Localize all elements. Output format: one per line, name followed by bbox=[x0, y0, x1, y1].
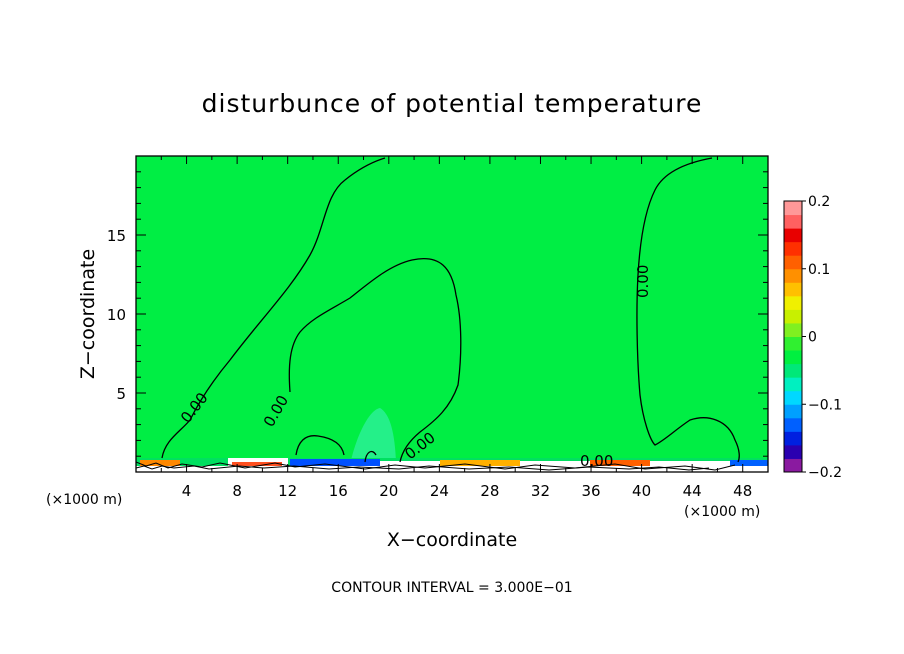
colorbar-swatch bbox=[784, 417, 802, 432]
y-tick-label: 10 bbox=[107, 306, 126, 324]
x-tick-label: 32 bbox=[531, 482, 550, 500]
x-tick-label: 8 bbox=[232, 482, 242, 500]
cyan-plume bbox=[350, 408, 396, 465]
colorbar-swatch bbox=[784, 282, 802, 297]
x-tick-label: 16 bbox=[329, 482, 348, 500]
colorbar-tick-label: 0.2 bbox=[808, 194, 830, 210]
colorbar-swatch bbox=[784, 228, 802, 243]
x-axis-ticks: 4 8 12 16 20 24 28 32 36 40 44 48 bbox=[160, 156, 752, 500]
colorbar-swatch bbox=[784, 268, 802, 283]
contour-small bbox=[364, 450, 377, 463]
x-tick-label: 12 bbox=[278, 482, 297, 500]
surface-layer bbox=[135, 458, 768, 472]
x-tick-label: 28 bbox=[480, 482, 499, 500]
x-tick-label: 20 bbox=[379, 482, 398, 500]
x-tick-label: 48 bbox=[733, 482, 752, 500]
contour-label: 0.00 bbox=[634, 265, 652, 298]
y-axis-label: Z−coordinate bbox=[77, 249, 99, 379]
colorbar-swatch bbox=[784, 336, 802, 351]
colorbar-swatch bbox=[784, 350, 802, 365]
colorbar-swatch bbox=[784, 255, 802, 270]
x-axis-label: X−coordinate bbox=[387, 529, 517, 551]
colorbar-swatch bbox=[784, 241, 802, 256]
plot-area: 0.00 0.00 0.00 0.00 0.00 bbox=[135, 155, 769, 473]
colorbar-swatch bbox=[784, 214, 802, 229]
x-tick-label: 36 bbox=[581, 482, 600, 500]
colorbar-swatch bbox=[784, 322, 802, 337]
x-tick-label: 44 bbox=[683, 482, 702, 500]
colorbar-swatch bbox=[784, 404, 802, 419]
contour-middle bbox=[288, 258, 462, 463]
colorbar-tick-label: −0.2 bbox=[808, 465, 842, 481]
colorbar: 0.2 0.1 0 −0.1 −0.2 bbox=[783, 194, 842, 481]
colorbar-swatch bbox=[784, 390, 802, 405]
colorbar-tick-label: 0.1 bbox=[808, 262, 830, 278]
x-unit-right: (×1000 m) bbox=[684, 504, 760, 520]
contour-interval-note: CONTOUR INTERVAL = 3.000E−01 bbox=[331, 580, 572, 596]
colorbar-tick-label: 0 bbox=[808, 330, 817, 346]
contour-right bbox=[636, 157, 740, 463]
chart-title: disturbunce of potential temperature bbox=[202, 89, 703, 118]
y-tick-label: 5 bbox=[116, 385, 126, 403]
x-tick-label: 40 bbox=[632, 482, 651, 500]
x-tick-label: 4 bbox=[182, 482, 192, 500]
colorbar-swatch bbox=[784, 201, 802, 216]
contour-label: 0.00 bbox=[580, 452, 613, 470]
colorbar-swatch bbox=[784, 363, 802, 378]
colorbar-swatch bbox=[784, 444, 802, 459]
y-axis-ticks: 5 10 15 bbox=[107, 171, 768, 457]
contour-lines bbox=[161, 157, 740, 463]
x-tick-label: 24 bbox=[430, 482, 449, 500]
contour-left bbox=[161, 157, 386, 459]
y-tick-label: 15 bbox=[107, 227, 126, 245]
colorbar-tick-label: −0.1 bbox=[808, 397, 842, 413]
colorbar-swatch bbox=[784, 295, 802, 310]
field-background bbox=[136, 156, 768, 472]
contour-blob bbox=[295, 435, 345, 456]
x-unit-left: (×1000 m) bbox=[46, 492, 122, 508]
colorbar-swatch bbox=[784, 377, 802, 392]
colorbar-swatch bbox=[784, 309, 802, 324]
colorbar-swatch bbox=[784, 431, 802, 446]
colorbar-swatch bbox=[784, 458, 802, 473]
